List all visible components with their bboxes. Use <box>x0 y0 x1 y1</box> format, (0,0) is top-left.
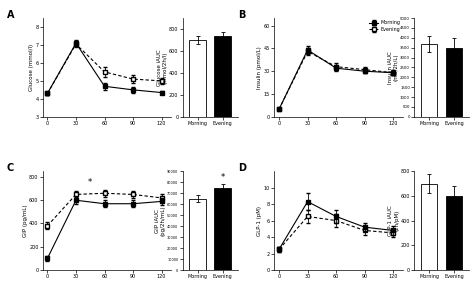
Y-axis label: GIP iAUC
(pg/2h/mL): GIP iAUC (pg/2h/mL) <box>155 205 166 236</box>
Bar <box>190 199 206 270</box>
Y-axis label: GLP-1 iAUC
(2h/pM): GLP-1 iAUC (2h/pM) <box>389 205 399 236</box>
Bar <box>190 40 206 117</box>
Text: A: A <box>7 10 14 20</box>
Bar <box>421 44 438 117</box>
Text: B: B <box>238 10 246 20</box>
Bar <box>421 184 438 270</box>
Text: *: * <box>220 173 225 182</box>
Y-axis label: Glucose (mmol/l): Glucose (mmol/l) <box>29 44 34 91</box>
Text: D: D <box>238 163 246 173</box>
Y-axis label: Insulin iAUC
(mU/2h/L): Insulin iAUC (mU/2h/L) <box>388 51 399 84</box>
Y-axis label: GIP (pg/mL): GIP (pg/mL) <box>23 204 28 237</box>
Y-axis label: Glucose iAUC
(mmol/2h/l): Glucose iAUC (mmol/2h/l) <box>157 49 168 86</box>
Bar <box>446 48 462 117</box>
Bar <box>446 196 462 270</box>
Bar <box>215 36 231 117</box>
Text: C: C <box>7 163 14 173</box>
Text: *: * <box>88 178 92 188</box>
Bar <box>215 188 231 270</box>
Legend: Morning, Evening: Morning, Evening <box>369 20 401 32</box>
Y-axis label: Insulin (pmol/L): Insulin (pmol/L) <box>257 46 263 89</box>
Y-axis label: GLP-1 (pM): GLP-1 (pM) <box>257 206 263 236</box>
